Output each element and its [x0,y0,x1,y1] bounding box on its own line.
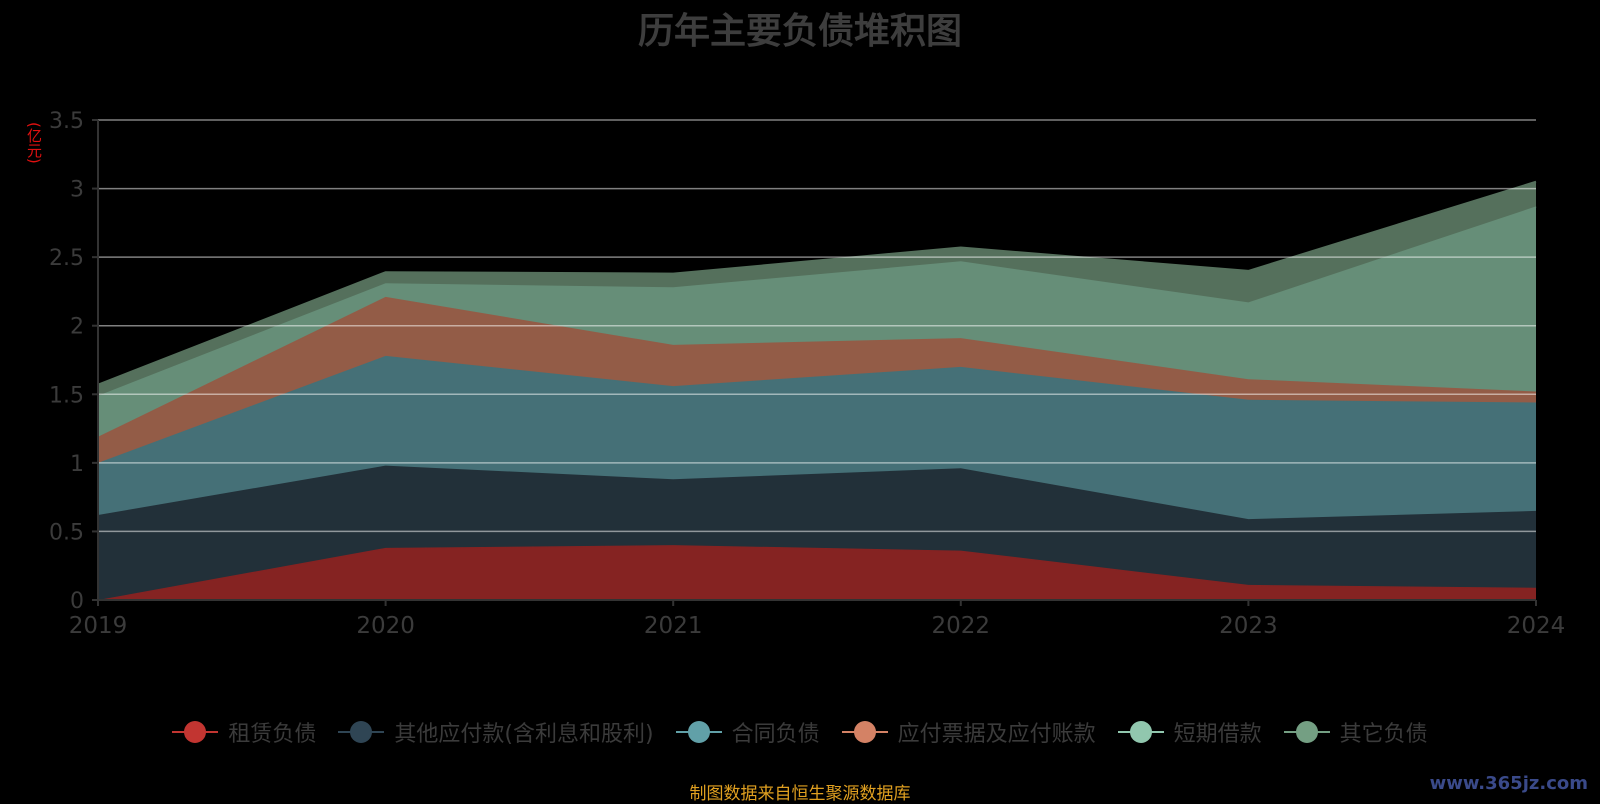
legend-marker-icon [338,720,385,744]
area-series-5 [98,181,1536,396]
legend-label: 短期借款 [1173,722,1262,747]
y-tick-label-7: 3.5 [49,109,84,134]
legend-label: 应付票据及应付账款 [897,722,1096,747]
area-series-0 [98,545,1536,600]
y-tick-label-6: 3 [70,178,84,203]
area-series-2 [98,355,1536,520]
y-tick-label-1: 0.5 [49,520,84,545]
y-tick-label-4: 2 [70,315,84,340]
area-series-3 [98,296,1536,463]
legend-marker-icon [675,720,722,744]
y-tick-label-2: 1 [70,452,84,477]
area-series-4 [98,206,1536,437]
x-tick-label-1: 2020 [356,613,415,639]
legend-marker-icon [841,720,888,744]
y-tick-label-3: 1.5 [49,383,84,408]
area-layers [97,180,1537,601]
legend-label: 其它负债 [1339,722,1428,747]
x-tick-label-4: 2023 [1219,613,1278,639]
x-tick-label-2: 2021 [644,613,703,639]
axes: 0 0.5 1 1.5 2 2.5 3 3.5 2019 2020 2021 2022 2023 2024 [49,109,1565,639]
x-tick-label-5: 2024 [1507,613,1566,639]
chart-title: 历年主要负债堆积图 [637,11,962,52]
y-axis-unit-label: (亿元) [25,122,43,164]
legend-label: 租赁负债 [228,722,317,747]
y-tick-label-5: 2.5 [49,246,84,271]
area-series-1 [98,465,1536,600]
area-series-5-line [97,180,1537,386]
legend-item-5[interactable]: 其它负债 [1283,716,1428,748]
legend-label: 其他应付款(含利息和股利) [394,722,654,747]
legend-item-2[interactable]: 合同负债 [675,716,820,748]
legend-item-1[interactable]: 其他应付款(含利息和股利) [338,716,654,748]
y-tick-label-0: 0 [70,589,84,614]
legend-marker-icon [1283,720,1330,744]
legend: 租赁负债 其他应付款(含利息和股利) 合同负债 应付票据及应付账款 短期借款 其它负债 [0,716,1600,748]
x-tick-label-3: 2022 [932,613,991,639]
watermark: www.365jz.com [1429,773,1588,794]
legend-item-3[interactable]: 应付票据及应付账款 [841,716,1096,748]
legend-item-0[interactable]: 租赁负债 [172,716,316,748]
x-tick-label-0: 2019 [69,613,128,639]
grid-lines [98,119,1536,533]
data-source-note: 制图数据来自恒生聚源数据库 [689,784,911,804]
legend-marker-icon [1117,720,1164,744]
legend-item-4[interactable]: 短期借款 [1117,716,1262,748]
legend-marker-icon [172,720,219,744]
legend-label: 合同负债 [731,722,820,747]
